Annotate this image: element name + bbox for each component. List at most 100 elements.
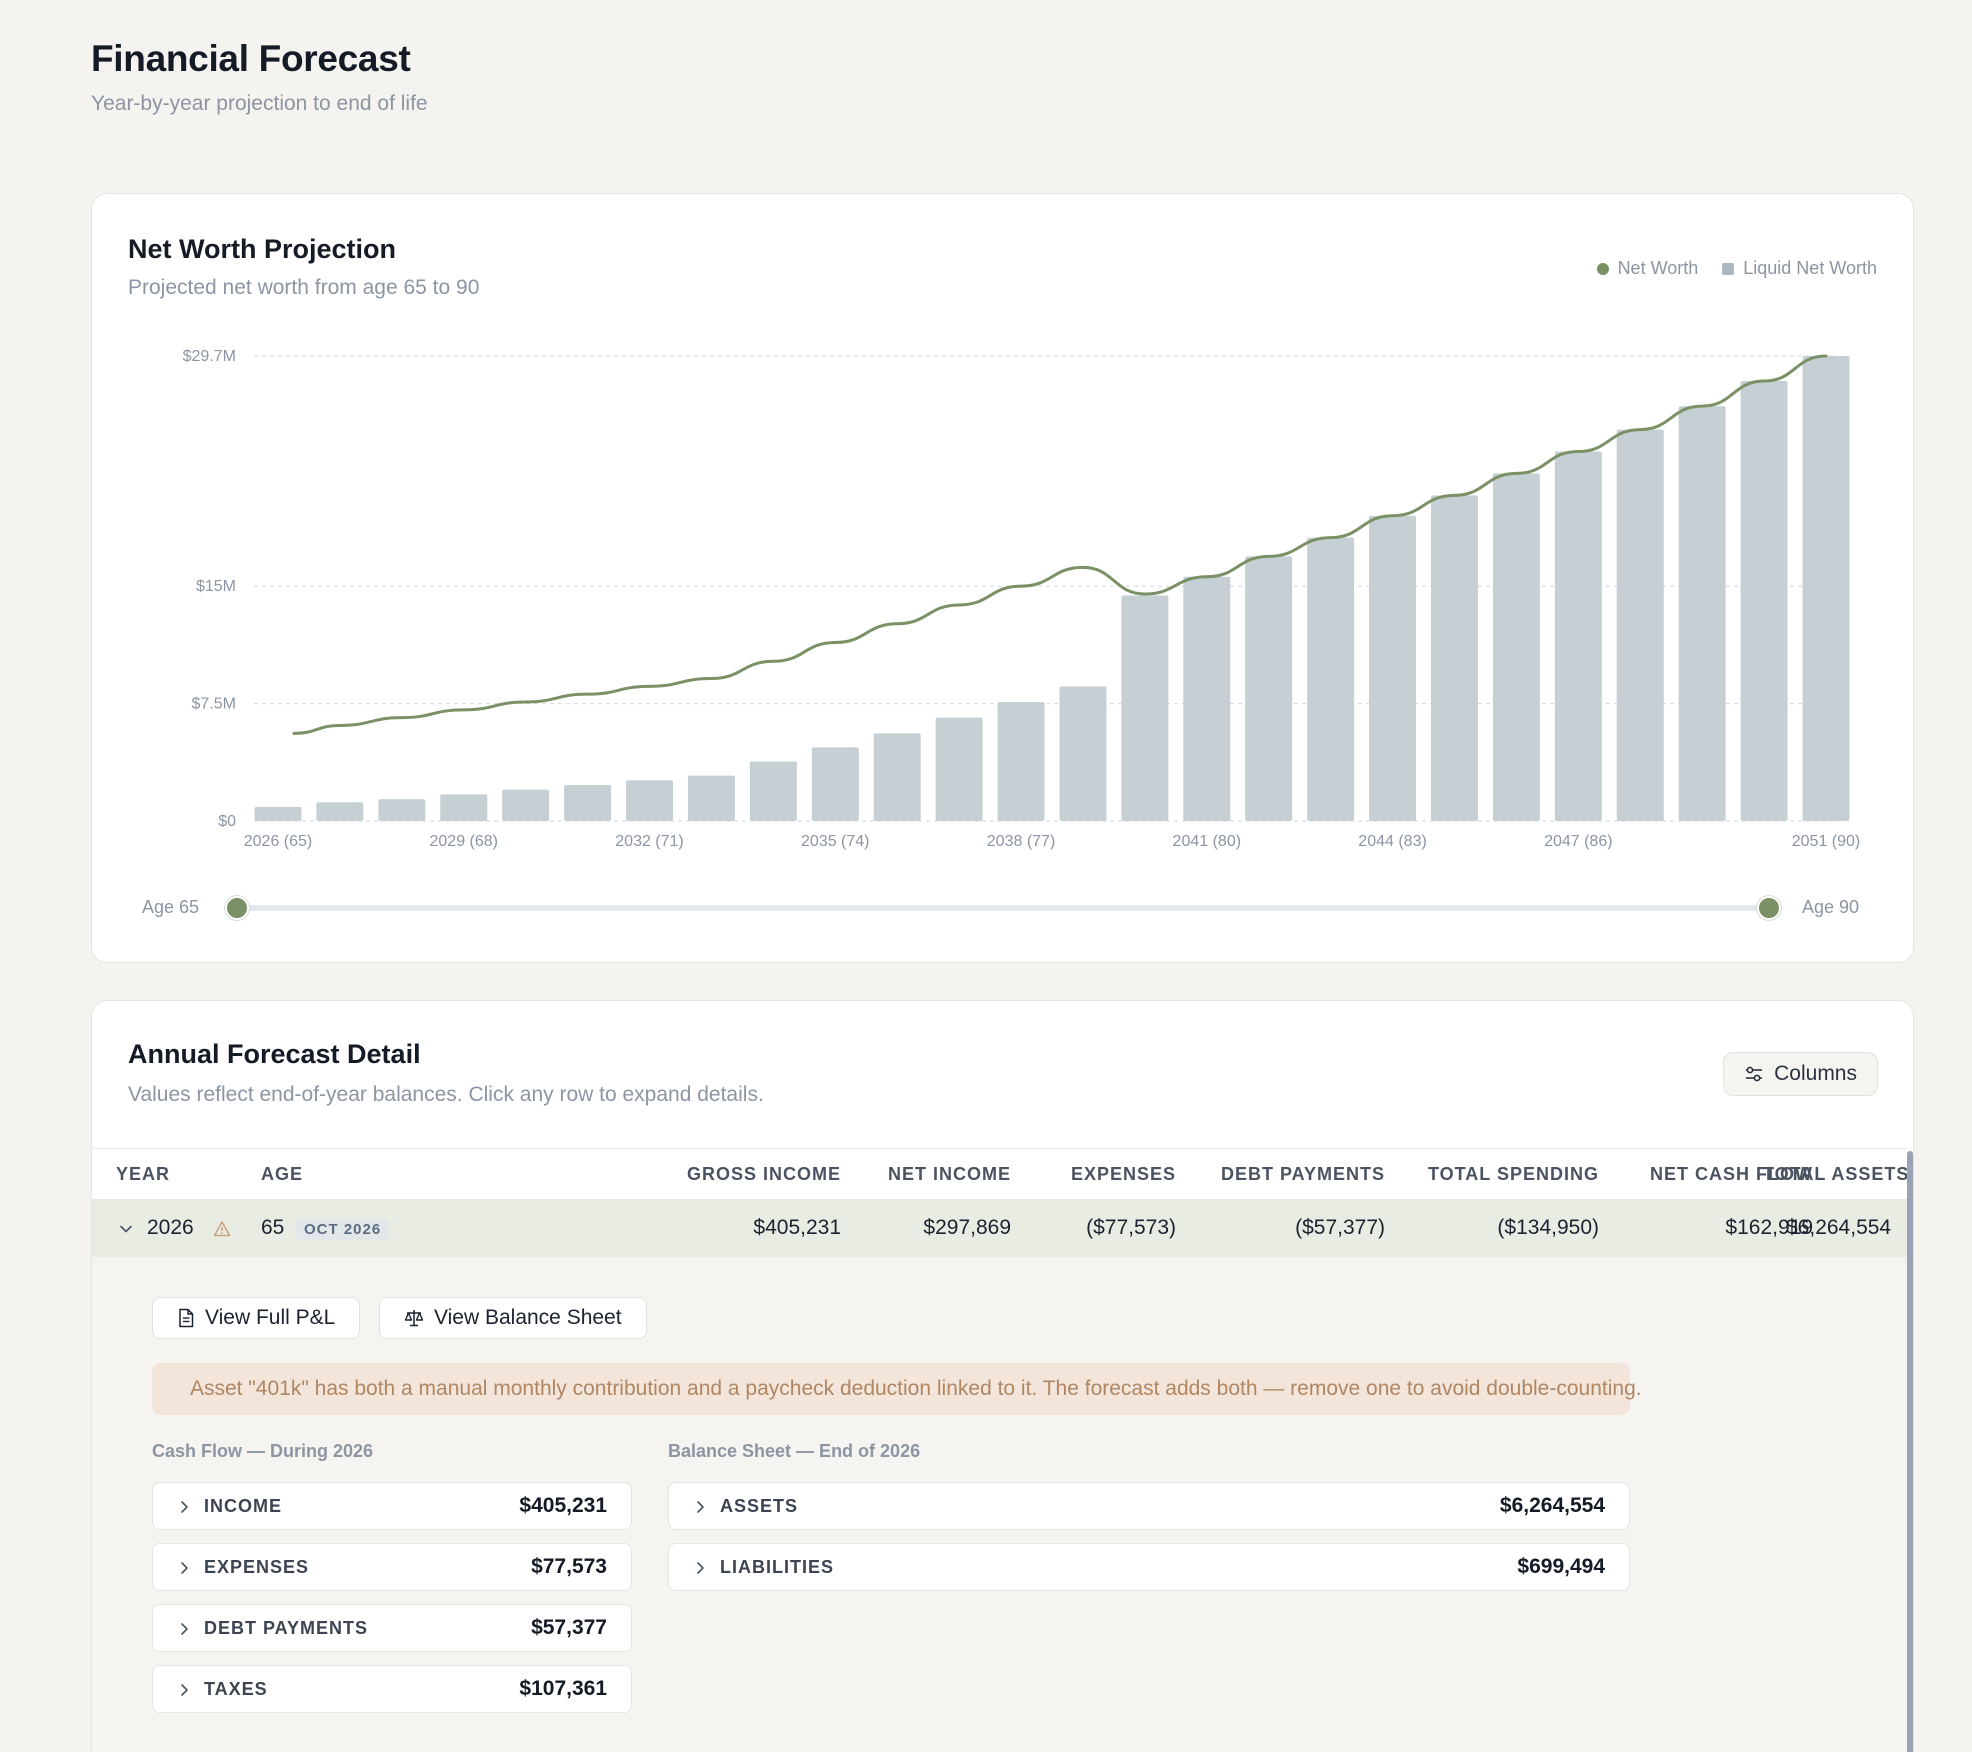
slider-min-thumb[interactable] (225, 896, 249, 920)
slider-min-label: Age 65 (142, 897, 200, 917)
col-expenses[interactable]: EXPENSES (1070, 1164, 1176, 1184)
income-label: INCOME (204, 1496, 282, 1516)
bar-liquid-net-worth (626, 780, 674, 821)
x-tick-label: 2035 (74) (801, 833, 870, 850)
row-total-spending: ($134,950) (1497, 1216, 1599, 1239)
slider-max-label: Age 90 (1802, 897, 1860, 917)
row-expanded-details: View Full P&L View Balance Sheet (92, 1257, 1907, 1752)
chevron-right-icon (181, 1562, 188, 1574)
table-scrollbar[interactable] (1907, 1151, 1913, 1752)
slider-max-thumb[interactable] (1757, 896, 1781, 920)
bar-liquid-net-worth (1183, 576, 1231, 821)
double-counting-warning: Asset "401k" has both a manual monthly c… (152, 1363, 1642, 1415)
net-worth-card: Net Worth Projection Projected net worth… (91, 193, 1914, 963)
table-row[interactable]: 2026 65 OCT 2026 $405,231 $297,869 ($77,… (92, 1200, 1907, 1257)
cash-flow-expenses[interactable]: EXPENSES $77,573 (152, 1543, 632, 1591)
row-total-assets: $6,264,554 (1786, 1216, 1892, 1239)
taxes-label: TAXES (204, 1679, 268, 1699)
legend-square-icon (1722, 262, 1735, 275)
x-tick-label: 2038 (77) (987, 833, 1056, 850)
col-year[interactable]: YEAR (116, 1164, 171, 1184)
chevron-down-icon[interactable] (119, 1222, 133, 1236)
bar-liquid-net-worth (687, 775, 735, 821)
chevron-right-icon (697, 1501, 704, 1513)
y-tick-label: $29.7M (183, 348, 236, 365)
table-subtitle: Values reflect end-of-year balances. Cli… (128, 1083, 764, 1106)
bar-liquid-net-worth (1245, 556, 1293, 821)
net-worth-chart: $0 $7.5M $15M $29.7M 2026 (65) 2029 (68) 2032 … (183, 348, 1861, 850)
balance-assets[interactable]: ASSETS $6,264,554 (668, 1482, 1630, 1530)
table-header: YEAR AGE GROSS INCOME NET INCOME EXPENSE… (92, 1148, 1910, 1200)
cash-flow-debt-payments[interactable]: DEBT PAYMENTS $57,377 (152, 1604, 632, 1652)
income-value: $405,231 (519, 1494, 607, 1517)
col-net-cash-flow[interactable]: NET CASH FLOW (1650, 1164, 1813, 1184)
scale-icon (404, 1310, 424, 1327)
bar-liquid-net-worth (873, 733, 921, 821)
chart-title: Net Worth Projection (128, 234, 397, 264)
row-expenses: ($77,573) (1086, 1216, 1176, 1239)
cash-flow-taxes[interactable]: TAXES $107,361 (152, 1665, 632, 1713)
bar-liquid-net-worth (254, 806, 302, 821)
bar-liquid-net-worth (935, 717, 983, 821)
columns-button[interactable]: Columns (1723, 1052, 1878, 1096)
bar-liquid-net-worth (1121, 595, 1169, 821)
x-tick-label: 2041 (80) (1173, 833, 1242, 850)
view-pnl-button[interactable]: View Full P&L (152, 1297, 361, 1339)
bar-liquid-net-worth (811, 747, 859, 821)
expenses-value: $77,573 (531, 1555, 607, 1578)
chart-subtitle: Projected net worth from age 65 to 90 (128, 276, 480, 299)
bar-liquid-net-worth (1369, 515, 1417, 821)
col-total-spending[interactable]: TOTAL SPENDING (1427, 1164, 1599, 1184)
row-year: 2026 (147, 1216, 194, 1239)
line-net-worth (292, 354, 1828, 735)
view-pnl-label: View Full P&L (205, 1306, 336, 1329)
col-net-income[interactable]: NET INCOME (887, 1164, 1011, 1184)
chevron-right-icon (181, 1623, 188, 1635)
age-range-slider-track[interactable] (237, 905, 1769, 911)
columns-button-label: Columns (1774, 1062, 1857, 1085)
chevron-right-icon (181, 1684, 188, 1696)
expenses-label: EXPENSES (204, 1557, 310, 1577)
sliders-icon (1746, 1066, 1763, 1082)
bar-liquid-net-worth (1492, 473, 1540, 821)
row-age: 65 (261, 1216, 285, 1239)
row-net-cash-flow: $162,919 (1725, 1216, 1813, 1239)
bar-liquid-net-worth (749, 761, 797, 821)
col-debt-payments[interactable]: DEBT PAYMENTS (1220, 1164, 1385, 1184)
row-net-income: $297,869 (923, 1216, 1011, 1239)
col-total-assets[interactable]: TOTAL ASSETS (1763, 1164, 1910, 1184)
annual-forecast-card: Annual Forecast Detail Values reflect en… (91, 1000, 1914, 1752)
view-balance-sheet-label: View Balance Sheet (434, 1306, 622, 1329)
page-title: Financial Forecast (91, 38, 411, 79)
warning-icon[interactable] (213, 1220, 231, 1238)
bar-liquid-net-worth (1059, 686, 1107, 821)
assets-value: $6,264,554 (1499, 1494, 1605, 1517)
bar-liquid-net-worth (564, 784, 612, 821)
legend-liquid-net-worth-label: Liquid Net Worth (1743, 258, 1877, 278)
x-tick-label: 2047 (86) (1544, 833, 1613, 850)
col-age[interactable]: AGE (261, 1164, 304, 1184)
taxes-value: $107,361 (519, 1677, 607, 1700)
row-gross-income: $405,231 (753, 1216, 841, 1239)
debt-payments-value: $57,377 (531, 1616, 607, 1639)
bar-liquid-net-worth (1554, 451, 1602, 821)
legend-net-worth[interactable]: Net Worth (1596, 258, 1698, 279)
view-balance-sheet-button[interactable]: View Balance Sheet (379, 1297, 647, 1339)
col-gross-income[interactable]: GROSS INCOME (686, 1164, 841, 1184)
cash-flow-income[interactable]: INCOME $405,231 (152, 1482, 632, 1530)
bar-liquid-net-worth (440, 794, 488, 821)
liabilities-label: LIABILITIES (720, 1557, 834, 1577)
bar-liquid-net-worth (1430, 495, 1478, 821)
bar-liquid-net-worth (316, 802, 364, 821)
bar-liquid-net-worth (1802, 356, 1850, 821)
debt-payments-label: DEBT PAYMENTS (204, 1618, 369, 1638)
balance-sheet-section-label: Balance Sheet — End of 2026 (668, 1441, 921, 1461)
legend-dot-icon (1596, 262, 1609, 275)
bar-liquid-net-worth (1678, 406, 1726, 821)
legend-liquid-net-worth[interactable]: Liquid Net Worth (1722, 258, 1877, 279)
balance-liabilities[interactable]: LIABILITIES $699,494 (668, 1543, 1630, 1591)
x-tick-label: 2026 (65) (244, 833, 313, 850)
chevron-right-icon (697, 1562, 704, 1574)
liabilities-value: $699,494 (1517, 1555, 1605, 1578)
